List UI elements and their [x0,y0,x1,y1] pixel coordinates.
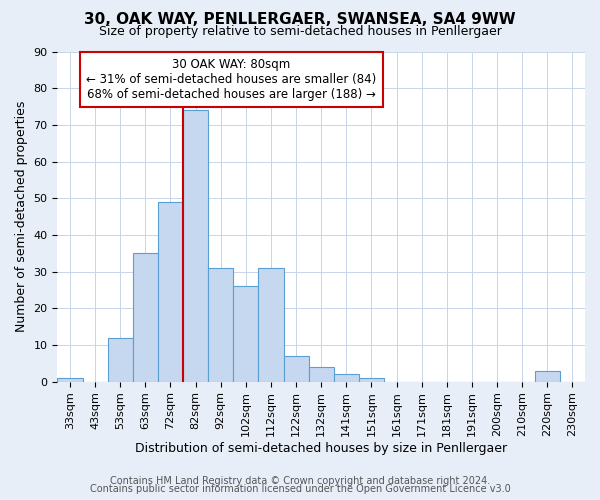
Bar [107,338,133,382]
Bar [208,268,233,382]
Text: Contains public sector information licensed under the Open Government Licence v3: Contains public sector information licen… [89,484,511,494]
Bar [183,110,208,382]
Bar [284,356,308,382]
Bar [535,370,560,382]
Bar [308,367,334,382]
Y-axis label: Number of semi-detached properties: Number of semi-detached properties [15,101,28,332]
Text: 30 OAK WAY: 80sqm
← 31% of semi-detached houses are smaller (84)
68% of semi-det: 30 OAK WAY: 80sqm ← 31% of semi-detached… [86,58,377,101]
Bar [359,378,384,382]
Text: 30, OAK WAY, PENLLERGAER, SWANSEA, SA4 9WW: 30, OAK WAY, PENLLERGAER, SWANSEA, SA4 9… [84,12,516,28]
Bar [233,286,259,382]
Bar [334,374,359,382]
X-axis label: Distribution of semi-detached houses by size in Penllergaer: Distribution of semi-detached houses by … [135,442,507,455]
Bar [58,378,83,382]
Bar [259,268,284,382]
Text: Size of property relative to semi-detached houses in Penllergaer: Size of property relative to semi-detach… [98,25,502,38]
Bar [133,254,158,382]
Text: Contains HM Land Registry data © Crown copyright and database right 2024.: Contains HM Land Registry data © Crown c… [110,476,490,486]
Bar [158,202,183,382]
